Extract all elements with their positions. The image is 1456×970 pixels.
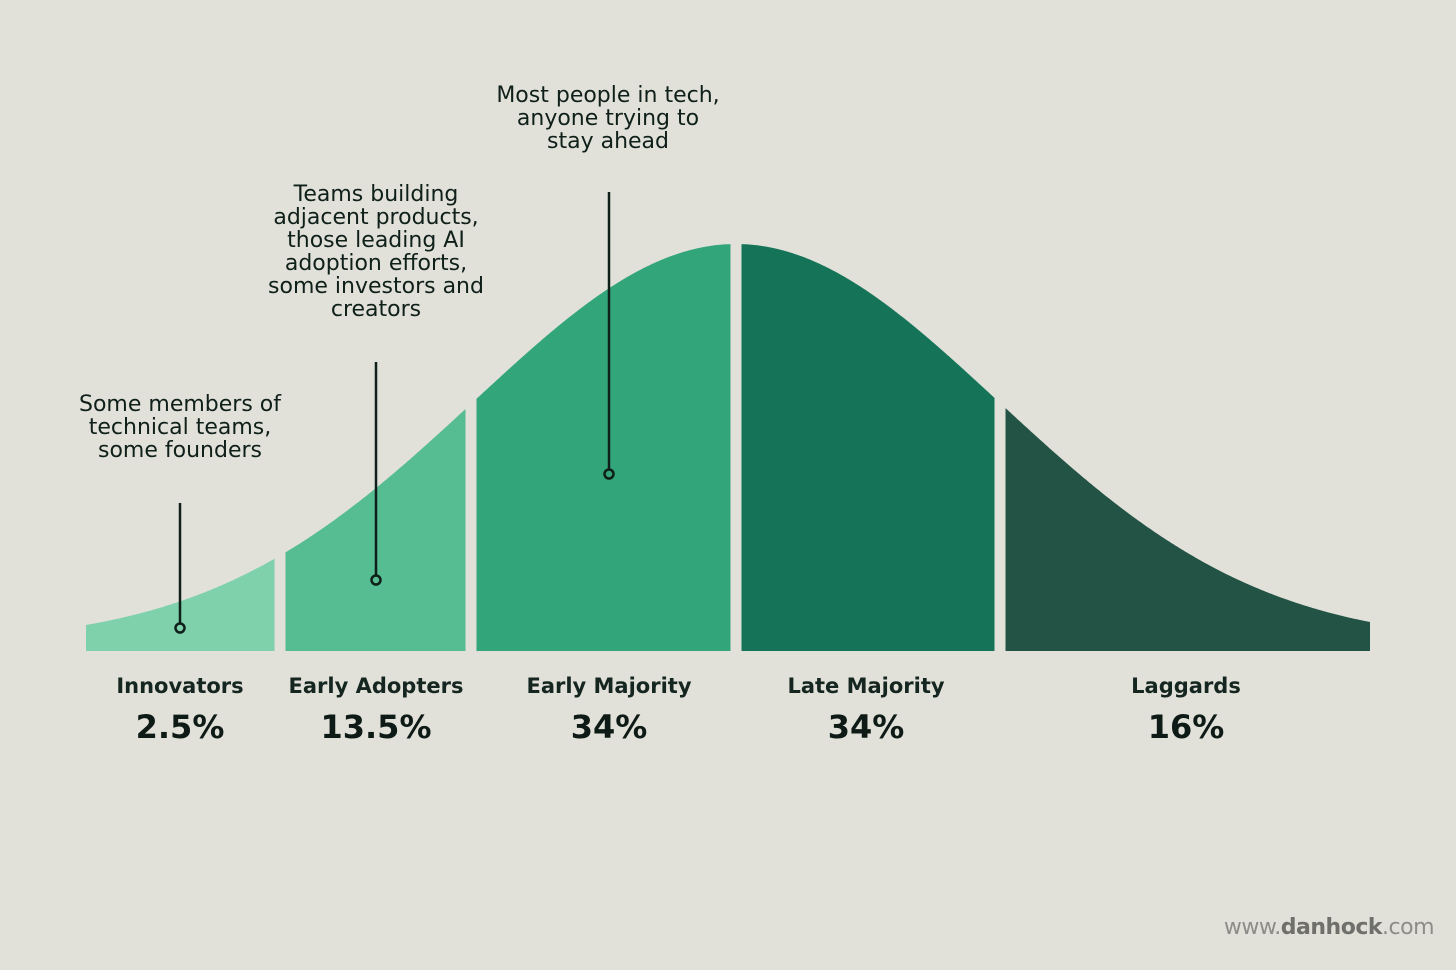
segment-name: Early Majority bbox=[526, 674, 692, 698]
segment-label-innovators: Innovators 2.5% bbox=[70, 674, 290, 746]
segment-percent: 34% bbox=[827, 708, 905, 746]
annotation-innovators: Some members of technical teams, some fo… bbox=[79, 392, 281, 463]
segment-percent: 2.5% bbox=[135, 708, 225, 746]
segment-percent: 34% bbox=[570, 708, 648, 746]
segment-name: Early Adopters bbox=[288, 674, 464, 698]
segment-area-early-majority bbox=[476, 244, 731, 651]
watermark-brand: danhock bbox=[1280, 915, 1383, 940]
watermark-suffix: .com bbox=[1382, 915, 1434, 940]
segment-label-early-majority: Early Majority 34% bbox=[499, 674, 719, 746]
segment-area-late-majority bbox=[741, 244, 995, 651]
segment-name: Laggards bbox=[1131, 674, 1241, 698]
annotation-early-majority: Most people in tech, anyone trying to st… bbox=[496, 83, 720, 154]
segment-label-late-majority: Late Majority 34% bbox=[756, 674, 976, 746]
segment-percent: 13.5% bbox=[320, 708, 432, 746]
segment-label-early-adopters: Early Adopters 13.5% bbox=[266, 674, 486, 746]
leader-marker-early-majority bbox=[603, 468, 615, 480]
segment-name: Late Majority bbox=[787, 674, 945, 698]
segment-label-laggards: Laggards 16% bbox=[1076, 674, 1296, 746]
leader-marker-early-adopters bbox=[370, 574, 382, 586]
annotation-early-adopters: Teams building adjacent products, those … bbox=[268, 182, 484, 322]
watermark-prefix: www. bbox=[1223, 915, 1281, 940]
watermark: www.danhock.com bbox=[1223, 915, 1435, 940]
segment-name: Innovators bbox=[116, 674, 244, 698]
leader-marker-innovators bbox=[174, 622, 186, 634]
segment-area-laggards bbox=[1005, 408, 1370, 651]
segment-percent: 16% bbox=[1147, 708, 1225, 746]
